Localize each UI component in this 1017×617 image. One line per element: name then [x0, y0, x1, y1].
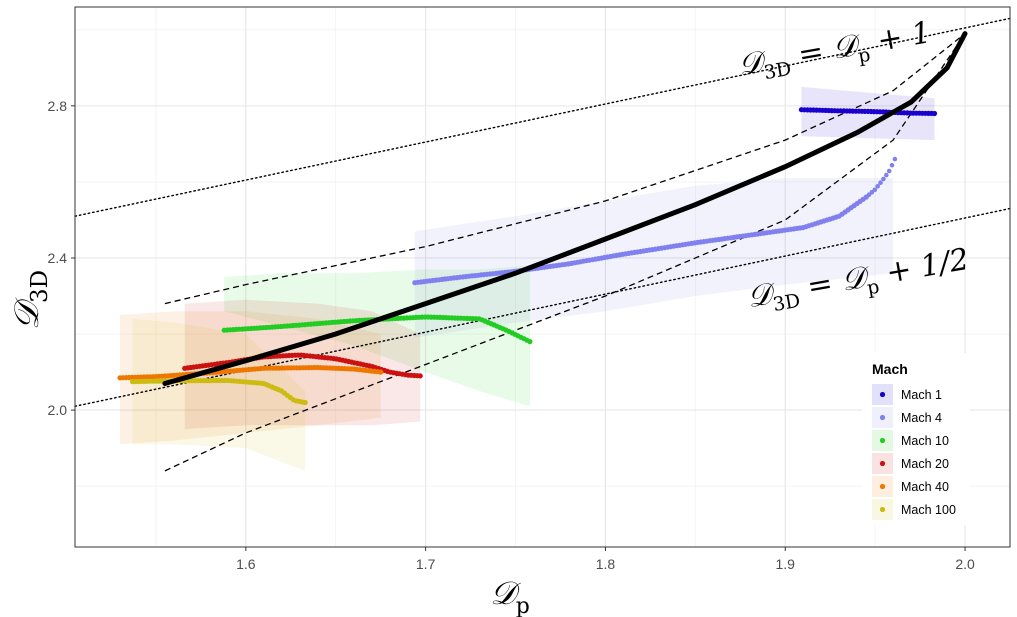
annotation-2: 𝒟3D = 𝒟p + 1/2 — [745, 242, 973, 320]
x-tick-label: 1.7 — [416, 556, 436, 572]
legend-item-mach-4: Mach 4 — [872, 407, 942, 428]
data-series — [117, 31, 968, 406]
dotted-line-plus-one — [74, 17, 1011, 217]
point-mach-40 — [378, 369, 384, 375]
legend-item-mach-20: Mach 20 — [872, 453, 949, 474]
legend-title: Mach — [872, 361, 908, 377]
y-tick-label: 2.0 — [48, 402, 68, 418]
point-mach-4 — [872, 187, 878, 193]
point-mach-20 — [417, 373, 423, 379]
legend-label: Mach 40 — [901, 480, 949, 494]
y-axis-title-sub: 3D — [27, 270, 53, 303]
point-mach-4 — [892, 156, 898, 162]
point-mach-4 — [889, 162, 895, 168]
dashed-bound-upper — [164, 33, 966, 305]
legend-item-mach-40: Mach 40 — [872, 476, 949, 497]
point-mach-4 — [875, 184, 880, 189]
point-mach-1 — [931, 110, 938, 117]
series-mach-4 — [412, 156, 898, 286]
band-mach-20 — [184, 299, 421, 430]
point-mach-10 — [527, 339, 533, 345]
band-mach-4 — [414, 178, 894, 338]
legend-item-mach-10: Mach 10 — [872, 430, 949, 451]
dashed-bound-lower — [164, 33, 966, 472]
annotation-part: p — [865, 276, 881, 300]
y-tick-label: 2.8 — [48, 98, 68, 114]
series-mach-40 — [117, 364, 384, 381]
y-axis-title: 𝒟3D — [7, 270, 53, 330]
legend-background — [862, 353, 970, 525]
legend-label: Mach 10 — [901, 434, 949, 448]
legend-key-point — [879, 483, 886, 490]
x-axis-title-sub: p — [516, 594, 530, 617]
confidence-bands — [120, 86, 935, 471]
series-mach-100 — [129, 377, 308, 406]
band-mach-40 — [120, 311, 381, 445]
x-axis-title: 𝒟p — [490, 574, 530, 617]
legend-items: Mach 1 Mach 4 Mach 10 Mach 20 Mach 40 Mach 10… — [872, 384, 956, 520]
legend-label: Mach 1 — [901, 388, 942, 402]
legend-key-point — [879, 391, 886, 398]
x-tick-label: 1.6 — [236, 556, 256, 572]
point-mach-100 — [302, 399, 308, 406]
point-mach-4 — [886, 168, 892, 174]
legend-item-mach-1: Mach 1 — [872, 384, 942, 405]
fit-curve — [162, 31, 968, 386]
x-tick-label: 1.9 — [776, 556, 796, 572]
annotation-part: 3D — [762, 58, 793, 84]
legend-key-point — [879, 414, 886, 421]
legend-key-point — [879, 506, 886, 513]
plot-background — [75, 7, 1010, 547]
legend-key-point — [879, 460, 886, 467]
legend-key-point — [879, 437, 886, 444]
annotation-part: p — [856, 44, 872, 68]
point-mach-4 — [884, 172, 889, 178]
x-tick-label: 1.8 — [596, 556, 616, 572]
y-tick-label: 2.4 — [48, 250, 68, 266]
plot-border — [74, 6, 1011, 548]
legend-label: Mach 20 — [901, 457, 949, 471]
point-mach-4 — [881, 176, 886, 182]
axis-ticks: 1.6 1.7 1.8 1.9 2.0 2.0 2.4 2.8 — [48, 98, 975, 572]
x-tick-label: 2.0 — [955, 556, 975, 572]
band-mach-10 — [224, 265, 530, 407]
grid — [75, 7, 1010, 547]
annotation-part: 3D — [771, 290, 802, 316]
legend-label: Mach 100 — [901, 503, 956, 517]
legend-label: Mach 4 — [901, 411, 942, 425]
legend-item-mach-100: Mach 100 — [872, 499, 956, 520]
point-mach-4 — [878, 180, 883, 185]
series-mach-10 — [221, 314, 533, 345]
